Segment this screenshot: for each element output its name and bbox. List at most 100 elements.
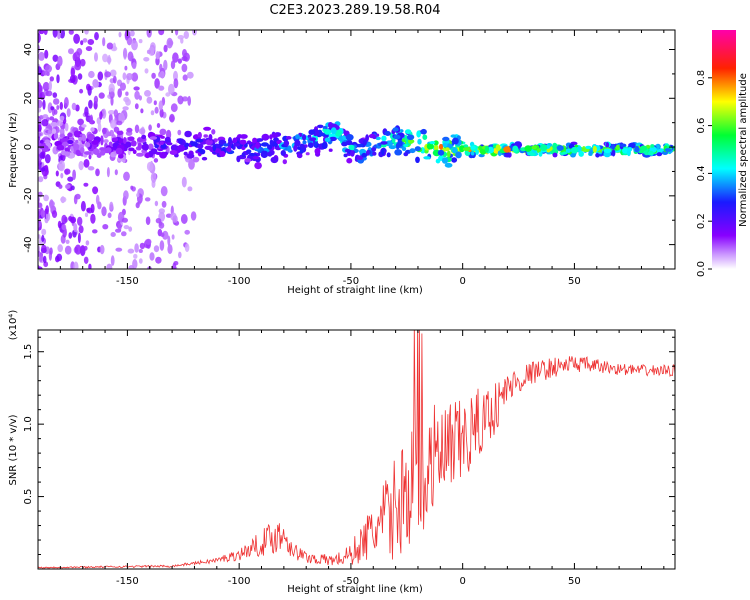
snr-y-ticks: 0.5 1.0 1.5 bbox=[23, 336, 675, 556]
spectrogram-ridge-mark bbox=[401, 146, 407, 151]
spectrogram-noise-mark bbox=[123, 47, 128, 59]
spectrogram-ridge-mark bbox=[78, 136, 83, 142]
spectrogram-noise-mark bbox=[161, 200, 167, 208]
spectrogram-ridge-mark bbox=[420, 128, 427, 135]
spectrogram-noise-mark bbox=[40, 210, 46, 218]
spectrogram-noise-mark bbox=[153, 158, 159, 163]
spectrogram-x-ticks: -150 -100 -50 0 50 bbox=[37, 30, 665, 287]
snr-multiplier-label: (x10⁴) bbox=[8, 310, 19, 341]
spectrogram-ridge-mark bbox=[81, 124, 87, 128]
spectrogram-ridge-mark bbox=[408, 138, 414, 144]
spectrogram-noise-mark bbox=[58, 184, 63, 189]
spectrogram-noise-mark bbox=[121, 217, 128, 223]
spectrogram-noise-mark bbox=[134, 103, 139, 110]
spectrogram-y-tick-label: 40 bbox=[23, 43, 34, 56]
spectrogram-noise-mark bbox=[158, 30, 165, 36]
colorbar-scale bbox=[712, 30, 736, 269]
spectrogram-noise-mark bbox=[156, 123, 161, 128]
spectrogram-noise-mark bbox=[38, 124, 42, 132]
spectrogram-ridge-mark bbox=[531, 145, 537, 150]
spectrogram-noise-mark bbox=[120, 82, 126, 91]
spectrogram-noise-mark bbox=[42, 70, 49, 76]
spectrogram-ridge-mark bbox=[619, 143, 627, 148]
spectrogram-noise-mark bbox=[49, 116, 55, 121]
spectrogram-ridge-mark bbox=[84, 151, 92, 155]
spectrogram-ridge-mark bbox=[603, 148, 612, 154]
spectrogram-noise-mark bbox=[132, 259, 138, 269]
snr-frame bbox=[37, 329, 676, 570]
spectrogram-ridge-mark bbox=[67, 139, 74, 145]
spectrogram-ridge-mark bbox=[441, 157, 449, 164]
spectrogram-noise-mark bbox=[87, 166, 95, 171]
spectrogram-noise-mark bbox=[108, 83, 115, 94]
spectrogram-ridge-mark bbox=[283, 140, 290, 147]
spectrogram-ridge-mark bbox=[295, 134, 300, 140]
spectrogram-noise-mark bbox=[61, 224, 67, 231]
spectrogram-noise-mark bbox=[131, 40, 138, 51]
spectrogram-ridge-mark bbox=[451, 157, 458, 163]
spectrogram-y-tick-label: 0 bbox=[23, 144, 34, 150]
spectrogram-ridge-mark bbox=[47, 129, 52, 135]
spectrogram-marks bbox=[38, 30, 675, 269]
spectrogram-ridge-mark bbox=[403, 152, 409, 157]
spectrogram-ridge-mark bbox=[141, 134, 147, 140]
snr-panel: -150 -100 -50 0 50 0.5 1.0 1.5 Height of strai… bbox=[8, 310, 676, 595]
spectrogram-noise-mark bbox=[169, 113, 175, 123]
spectrogram-ridge-mark bbox=[343, 153, 348, 158]
spectrogram-noise-mark bbox=[153, 100, 157, 106]
spectrogram-ridge-mark bbox=[203, 126, 212, 131]
spectrogram-noise-mark bbox=[49, 76, 54, 82]
spectrogram-ridge-mark bbox=[656, 152, 663, 157]
spectrogram-noise-mark bbox=[89, 114, 94, 125]
spectrogram-ridge-mark bbox=[267, 151, 273, 157]
spectrogram-ridge-mark bbox=[270, 156, 279, 164]
spectrogram-ridge-mark bbox=[393, 134, 401, 140]
spectrogram-noise-mark bbox=[74, 62, 82, 71]
spectrogram-noise-mark bbox=[177, 58, 182, 64]
spectrogram-frame bbox=[37, 29, 676, 270]
spectrogram-noise-mark bbox=[132, 62, 137, 70]
spectrogram-ridge-mark bbox=[208, 134, 213, 141]
spectrogram-noise-mark bbox=[38, 66, 42, 76]
snr-y-tick-label: 0.5 bbox=[23, 489, 34, 505]
spectrogram-noise-mark bbox=[163, 44, 168, 53]
spectrogram-ridge-mark bbox=[44, 139, 51, 143]
spectrogram-ridge-mark bbox=[470, 151, 475, 156]
spectrogram-ridge-mark bbox=[307, 142, 314, 148]
spectrogram-noise-mark bbox=[56, 105, 60, 110]
spectrogram-ridge-mark bbox=[197, 143, 204, 149]
spectrogram-ridge-mark bbox=[227, 146, 232, 153]
spectrogram-ridge-mark bbox=[363, 139, 367, 146]
spectrogram-noise-mark bbox=[41, 234, 45, 243]
spectrogram-ridge-mark bbox=[105, 149, 110, 154]
spectrogram-ridge-mark bbox=[149, 136, 158, 140]
spectrogram-noise-mark bbox=[158, 85, 165, 91]
spectrogram-noise-mark bbox=[73, 261, 79, 269]
spectrogram-noise-mark bbox=[140, 108, 144, 114]
spectrogram-ridge-mark bbox=[299, 149, 304, 154]
spectrogram-ridge-mark bbox=[123, 137, 127, 144]
spectrogram-noise-mark bbox=[143, 57, 150, 62]
spectrogram-noise-mark bbox=[144, 197, 151, 202]
spectrogram-ridge-mark bbox=[478, 153, 485, 158]
spectrogram-noise-mark bbox=[181, 63, 188, 73]
spectrogram-ridge-mark bbox=[80, 147, 85, 154]
spectrogram-noise-mark bbox=[68, 232, 73, 239]
spectrogram-noise-mark bbox=[66, 108, 71, 118]
spectrogram-ridge-mark bbox=[132, 149, 137, 154]
spectrogram-noise-mark bbox=[180, 214, 188, 224]
spectrogram-ridge-mark bbox=[470, 145, 476, 150]
spectrogram-noise-mark bbox=[181, 56, 188, 62]
spectrogram-ridge-mark bbox=[267, 144, 273, 150]
spectrogram-ridge-mark bbox=[50, 122, 58, 127]
spectrogram-noise-mark bbox=[80, 58, 86, 67]
spectrogram-ridge-mark bbox=[388, 145, 397, 150]
spectrogram-ridge-mark bbox=[245, 149, 251, 155]
spectrogram-ridge-mark bbox=[321, 141, 328, 149]
spectrogram-noise-mark bbox=[155, 50, 160, 60]
spectrogram-y-tick-label: -20 bbox=[23, 188, 34, 204]
spectrogram-ridge-mark bbox=[403, 143, 409, 148]
spectrogram-ridge-mark bbox=[126, 127, 133, 133]
spectrogram-noise-mark bbox=[39, 152, 45, 159]
spectrogram-noise-mark bbox=[39, 88, 43, 93]
